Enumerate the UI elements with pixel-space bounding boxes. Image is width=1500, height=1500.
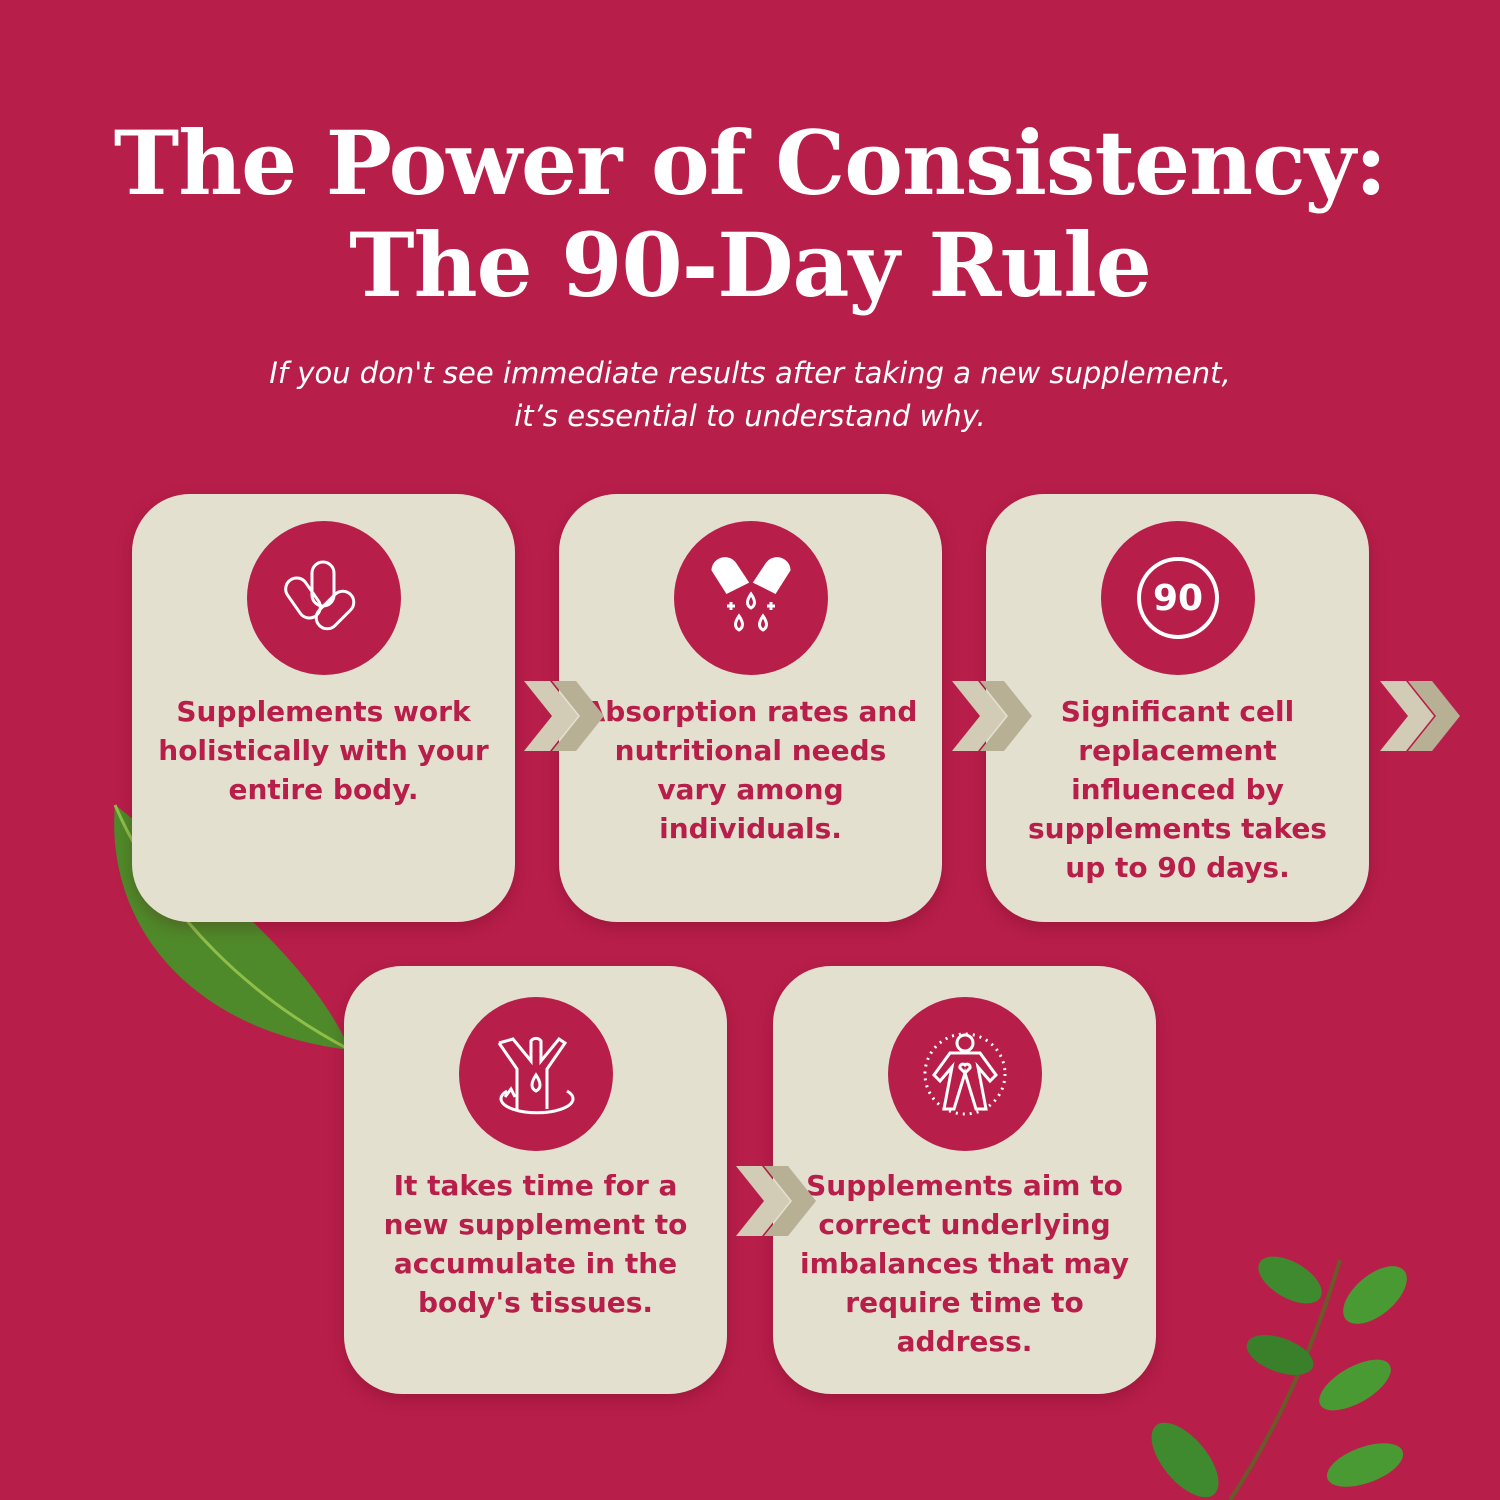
step-card-5: Supplements aim to correct underlying im… <box>773 966 1156 1394</box>
page-title: The Power of Consistency: The 90-Day Rul… <box>0 112 1500 316</box>
chevron-arrow-icon <box>736 1166 816 1236</box>
subtitle: If you don't see immediate results after… <box>0 352 1500 438</box>
body-heart-icon <box>888 997 1042 1151</box>
chevron-arrow-icon <box>952 681 1032 751</box>
capsule-drops-icon <box>674 521 828 675</box>
step-text: Supplements work holistically with your … <box>158 695 489 806</box>
step-card-4: It takes time for a new supplement to ac… <box>344 966 727 1394</box>
chevron-arrow-icon <box>1380 681 1460 751</box>
chevron-arrow-icon <box>524 681 604 751</box>
step-card-1: Supplements work holistically with your … <box>132 494 515 922</box>
subtitle-line-1: If you don't see immediate results after… <box>269 356 1231 390</box>
step-text: Supplements aim to correct underlying im… <box>800 1169 1129 1358</box>
step-text: Significant cell replacement influenced … <box>1028 695 1327 884</box>
title-line-2: The 90-Day Rule <box>349 213 1152 317</box>
title-line-1: The Power of Consistency: <box>113 111 1388 215</box>
subtitle-line-2: it’s essential to understand why. <box>514 399 986 433</box>
step-card-3: 90 Significant cell replacement influenc… <box>986 494 1369 922</box>
body-absorption-icon <box>459 997 613 1151</box>
step-card-2: Absorption rates and nutritional needs v… <box>559 494 942 922</box>
plant-sprig-decoration <box>1151 1256 1407 1500</box>
step-text: It takes time for a new supplement to ac… <box>383 1169 688 1319</box>
step-text: Absorption rates and nutritional needs v… <box>583 695 918 845</box>
ninety-days-icon: 90 <box>1101 521 1255 675</box>
capsules-icon <box>247 521 401 675</box>
ninety-label: 90 <box>1137 557 1219 639</box>
